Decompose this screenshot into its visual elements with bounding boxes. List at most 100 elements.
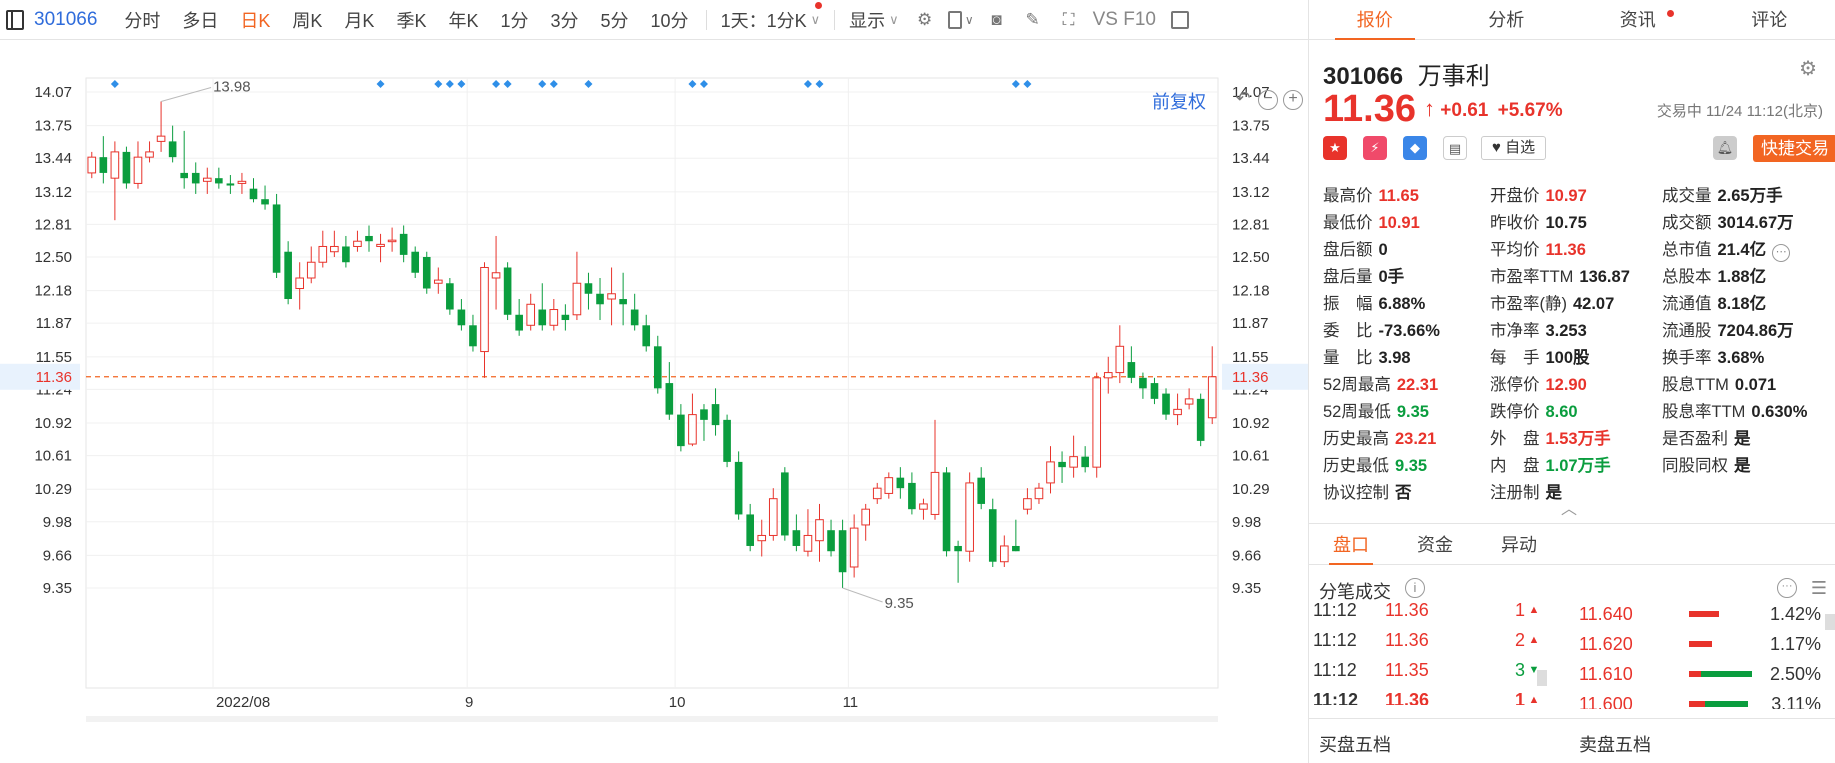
event-marker-icon[interactable] xyxy=(445,80,454,88)
candle-body-up[interactable] xyxy=(330,245,339,253)
gear-icon[interactable]: ⚙ xyxy=(1799,58,1817,80)
candle-body-down[interactable] xyxy=(226,183,235,186)
tag-icon[interactable]: ◆ xyxy=(1403,136,1427,160)
event-marker-icon[interactable] xyxy=(110,80,119,88)
candle-body-down[interactable] xyxy=(954,545,962,552)
display-dropdown[interactable]: 显示 ∨ xyxy=(849,7,899,33)
candle-body-up[interactable] xyxy=(1069,456,1078,468)
period-tab[interactable]: 5分 xyxy=(600,10,629,31)
watchlist-button[interactable]: ♥ 自选 xyxy=(1481,136,1547,160)
candle-body-down[interactable] xyxy=(677,414,685,447)
period-tab[interactable]: 分时 xyxy=(124,10,161,31)
candle-body-up[interactable] xyxy=(965,482,974,552)
candle-body-down[interactable] xyxy=(469,325,477,347)
candle-body-up[interactable] xyxy=(930,471,940,515)
fullscreen-icon[interactable]: ⛶ xyxy=(1062,9,1075,29)
period-tab[interactable]: 多日 xyxy=(182,10,219,31)
zoom-out-icon[interactable]: − xyxy=(1258,90,1278,110)
period-tab[interactable]: 季K xyxy=(396,10,427,31)
candle-body-down[interactable] xyxy=(1012,545,1020,552)
candle-body-up[interactable] xyxy=(491,272,501,279)
candle-body-down[interactable] xyxy=(1058,461,1066,468)
candle-body-down[interactable] xyxy=(734,461,743,515)
event-marker-icon[interactable] xyxy=(803,80,812,88)
candle-body-down[interactable] xyxy=(792,530,801,546)
candle-body-up[interactable] xyxy=(306,261,316,279)
indicator-box-icon[interactable]: ∨ xyxy=(947,7,974,33)
candle-body-down[interactable] xyxy=(538,309,547,326)
candle-body-up[interactable] xyxy=(202,177,212,182)
candle-body-down[interactable] xyxy=(422,256,431,289)
candle-body-up[interactable] xyxy=(803,534,813,552)
candle-body-up[interactable] xyxy=(295,277,305,290)
candle-body-up[interactable] xyxy=(387,239,397,243)
candle-body-up[interactable] xyxy=(1173,408,1182,416)
candle-body-up[interactable] xyxy=(376,243,385,247)
event-marker-icon[interactable] xyxy=(1023,80,1032,88)
candle-body-up[interactable] xyxy=(1046,461,1055,484)
candle-body-down[interactable] xyxy=(653,346,662,389)
candle-body-down[interactable] xyxy=(827,530,835,552)
candle-body-down[interactable] xyxy=(122,151,131,184)
event-marker-icon[interactable] xyxy=(549,80,558,88)
candle-body-down[interactable] xyxy=(1139,377,1147,389)
orderbook-tab[interactable]: 异动 xyxy=(1501,535,1537,555)
quote-tab[interactable]: 资讯 xyxy=(1619,10,1656,30)
settings-gear-icon[interactable]: ⚙ xyxy=(917,9,933,29)
period-tab[interactable]: 10分 xyxy=(650,10,689,31)
candle-body-up[interactable] xyxy=(133,156,143,184)
candle-body-down[interactable] xyxy=(896,477,905,489)
candle-body-down[interactable] xyxy=(711,404,720,426)
candle-body-down[interactable] xyxy=(168,141,177,158)
candle-body-down[interactable] xyxy=(584,283,593,294)
candle-body-down[interactable] xyxy=(272,204,281,273)
panel-toggle-icon[interactable] xyxy=(1167,7,1193,33)
vs-f10-button[interactable]: VS F10 xyxy=(1092,8,1156,30)
candle-body-down[interactable] xyxy=(99,157,108,173)
period-tab[interactable]: 月K xyxy=(344,10,375,31)
scrollbar[interactable] xyxy=(1825,614,1835,630)
candle-body-up[interactable] xyxy=(1184,398,1194,405)
orderbook-tab[interactable]: 盘口 xyxy=(1309,524,1393,565)
event-marker-icon[interactable] xyxy=(688,80,697,88)
candle-body-down[interactable] xyxy=(365,235,373,242)
event-marker-icon[interactable] xyxy=(434,80,443,88)
candle-body-up[interactable] xyxy=(433,279,443,284)
candle-body-up[interactable] xyxy=(1034,487,1044,500)
pencil-icon[interactable]: ✎ xyxy=(1025,9,1040,29)
candle-body-up[interactable] xyxy=(353,240,362,247)
candle-body-down[interactable] xyxy=(1081,456,1089,468)
candle-body-down[interactable] xyxy=(399,233,408,255)
info-icon[interactable]: i xyxy=(1405,578,1425,598)
candle-body-up[interactable] xyxy=(872,487,882,500)
candle-body-up[interactable] xyxy=(607,293,616,300)
candle-body-up[interactable] xyxy=(480,266,489,353)
orderbook-tab[interactable]: 资金 xyxy=(1417,535,1453,555)
event-marker-icon[interactable] xyxy=(699,80,708,88)
candle-body-down[interactable] xyxy=(249,188,258,200)
scrollbar[interactable] xyxy=(1537,670,1547,686)
candle-body-up[interactable] xyxy=(87,156,97,174)
candle-body-down[interactable] xyxy=(1162,393,1170,415)
candle-body-down[interactable] xyxy=(284,251,292,300)
candle-body-down[interactable] xyxy=(191,172,200,184)
candle-body-up[interactable] xyxy=(1207,376,1217,419)
quote-tab[interactable]: 报价 xyxy=(1309,0,1441,40)
candle-body-up[interactable] xyxy=(318,245,328,263)
zoom-in-icon[interactable]: + xyxy=(1283,90,1303,110)
event-marker-icon[interactable] xyxy=(457,80,466,88)
sidebar-toggle-icon[interactable] xyxy=(6,9,24,30)
candle-body-up[interactable] xyxy=(1115,345,1125,374)
candle-body-up[interactable] xyxy=(549,309,559,326)
candle-body-up[interactable] xyxy=(768,498,778,536)
candle-body-up[interactable] xyxy=(815,519,824,542)
candle-body-down[interactable] xyxy=(1150,383,1159,399)
candle-body-down[interactable] xyxy=(411,251,420,273)
tick-list[interactable]: 11:12 11.36 1 ▲ 11:12 11.36 2 ▲ 11:12 11.35 3 ▼ 11:1… xyxy=(1313,595,1543,706)
candle-body-down[interactable] xyxy=(942,472,951,552)
candle-body-down[interactable] xyxy=(180,172,188,179)
fuquan-button[interactable]: 前复权 xyxy=(1152,92,1206,112)
candle-body-up[interactable] xyxy=(919,503,928,510)
more-icon[interactable]: ⋯ xyxy=(1772,244,1791,262)
